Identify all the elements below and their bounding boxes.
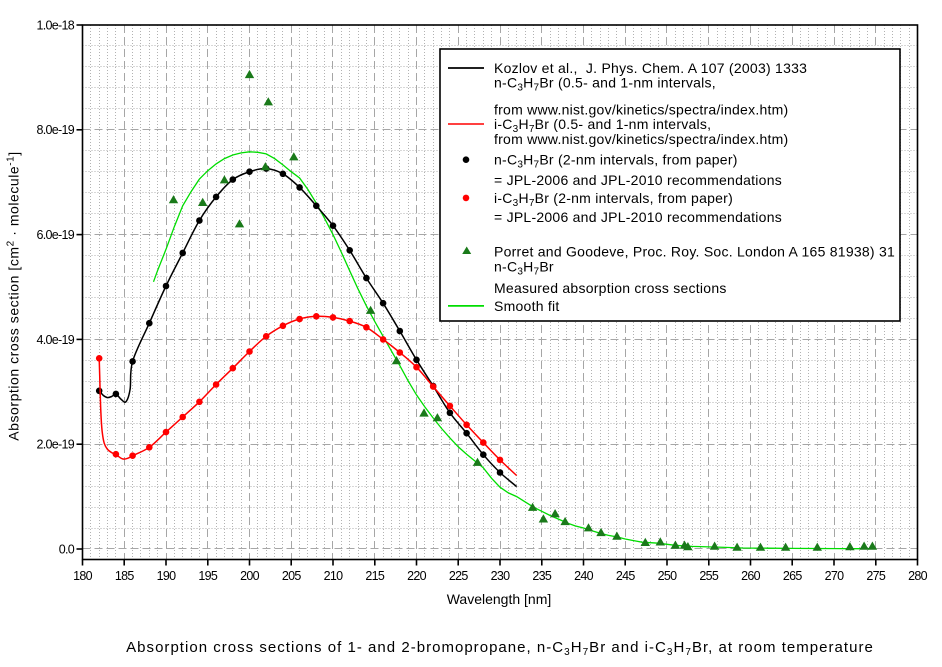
svg-text:n-C3H7Br (0.5- and 1-nm interv: n-C3H7Br (0.5- and 1-nm intervals, (494, 74, 716, 93)
svg-text:i-C3H7Br (0.5- and 1-nm interv: i-C3H7Br (0.5- and 1-nm intervals, (494, 116, 711, 135)
svg-text:6.0e-19: 6.0e-19 (37, 228, 75, 242)
svg-text:Measured absorption cross sect: Measured absorption cross sections (494, 280, 727, 296)
svg-text:= JPL-2006 and JPL-2010 recomm: = JPL-2006 and JPL-2010 recommendations (494, 209, 782, 225)
svg-text:225: 225 (449, 569, 469, 583)
svg-text:Kozlov et al., J. Phys. Chem.: Kozlov et al., J. Phys. Chem. A 107 (200… (494, 60, 807, 76)
svg-text:Porret and Goodeve, Proc. Roy.: Porret and Goodeve, Proc. Roy. Soc. Lond… (494, 243, 895, 259)
svg-text:215: 215 (365, 569, 385, 583)
svg-text:195: 195 (198, 569, 218, 583)
svg-text:255: 255 (699, 569, 719, 583)
svg-text:205: 205 (282, 569, 302, 583)
svg-text:260: 260 (741, 569, 761, 583)
svg-text:n-C3H7Br (2-nm intervals, from: n-C3H7Br (2-nm intervals, from paper) (494, 152, 738, 171)
svg-text:Smooth fit: Smooth fit (494, 298, 560, 314)
svg-text:from www.nist.gov/kinetics/spe: from www.nist.gov/kinetics/spectra/index… (494, 102, 788, 118)
svg-text:250: 250 (658, 569, 678, 583)
svg-text:190: 190 (157, 569, 177, 583)
svg-text:200: 200 (240, 569, 260, 583)
svg-text:265: 265 (783, 569, 803, 583)
svg-text:230: 230 (491, 569, 511, 583)
svg-text:8.0e-19: 8.0e-19 (37, 123, 75, 137)
svg-text:220: 220 (407, 569, 427, 583)
svg-text:275: 275 (866, 569, 886, 583)
svg-text:185: 185 (115, 569, 135, 583)
svg-text:1.0e-18: 1.0e-18 (37, 18, 75, 32)
svg-text:= JPL-2006 and JPL-2010 recomm: = JPL-2006 and JPL-2010 recommendations (494, 172, 782, 188)
svg-text:235: 235 (532, 569, 552, 583)
svg-text:245: 245 (616, 569, 636, 583)
svg-text:280: 280 (908, 569, 928, 583)
svg-text:n-C3H7Br: n-C3H7Br (494, 259, 554, 278)
svg-text:4.0e-19: 4.0e-19 (37, 333, 75, 347)
svg-text:Absorption cross sections of 1: Absorption cross sections of 1- and 2-br… (126, 639, 874, 658)
svg-text:Absorption cross section [cm2: Absorption cross section [cm2 · molecule… (6, 151, 22, 440)
svg-text:i-C3H7Br (2-nm intervals, from: i-C3H7Br (2-nm intervals, from paper) (494, 190, 733, 209)
svg-text:from www.nist.gov/kinetics/spe: from www.nist.gov/kinetics/spectra/index… (494, 131, 788, 147)
svg-text:180: 180 (73, 569, 93, 583)
svg-text:270: 270 (825, 569, 845, 583)
svg-text:2.0e-19: 2.0e-19 (37, 438, 75, 452)
svg-text:0.0: 0.0 (59, 542, 75, 556)
svg-text:240: 240 (574, 569, 594, 583)
svg-text:Wavelength [nm]: Wavelength [nm] (447, 591, 552, 607)
svg-text:210: 210 (324, 569, 344, 583)
